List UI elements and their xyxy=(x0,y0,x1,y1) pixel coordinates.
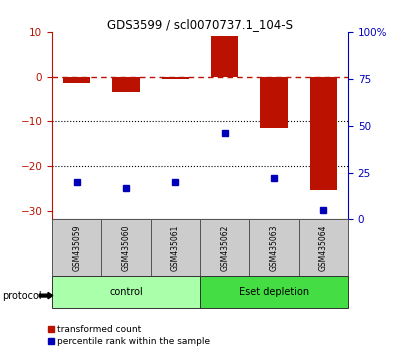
Text: Eset depletion: Eset depletion xyxy=(239,287,309,297)
Text: protocol: protocol xyxy=(2,291,42,301)
Text: GSM435060: GSM435060 xyxy=(122,224,130,271)
Text: GSM435061: GSM435061 xyxy=(171,224,180,271)
Text: GSM435063: GSM435063 xyxy=(270,224,278,271)
Bar xyxy=(260,76,288,128)
Title: GDS3599 / scl0070737.1_104-S: GDS3599 / scl0070737.1_104-S xyxy=(107,18,293,31)
Bar xyxy=(310,76,337,190)
Bar xyxy=(200,276,348,308)
Text: GSM435059: GSM435059 xyxy=(72,224,81,271)
Text: control: control xyxy=(109,287,143,297)
Bar xyxy=(249,219,299,276)
Bar xyxy=(151,219,200,276)
Bar xyxy=(211,36,238,76)
Bar xyxy=(299,219,348,276)
Bar xyxy=(52,276,200,308)
Bar xyxy=(112,76,140,92)
Text: GSM435064: GSM435064 xyxy=(319,224,328,271)
Bar xyxy=(200,219,249,276)
Bar xyxy=(63,76,90,83)
Bar xyxy=(162,76,189,79)
Text: GSM435062: GSM435062 xyxy=(220,224,229,271)
Bar xyxy=(101,219,151,276)
Bar xyxy=(52,219,101,276)
Legend: transformed count, percentile rank within the sample: transformed count, percentile rank withi… xyxy=(44,321,214,349)
